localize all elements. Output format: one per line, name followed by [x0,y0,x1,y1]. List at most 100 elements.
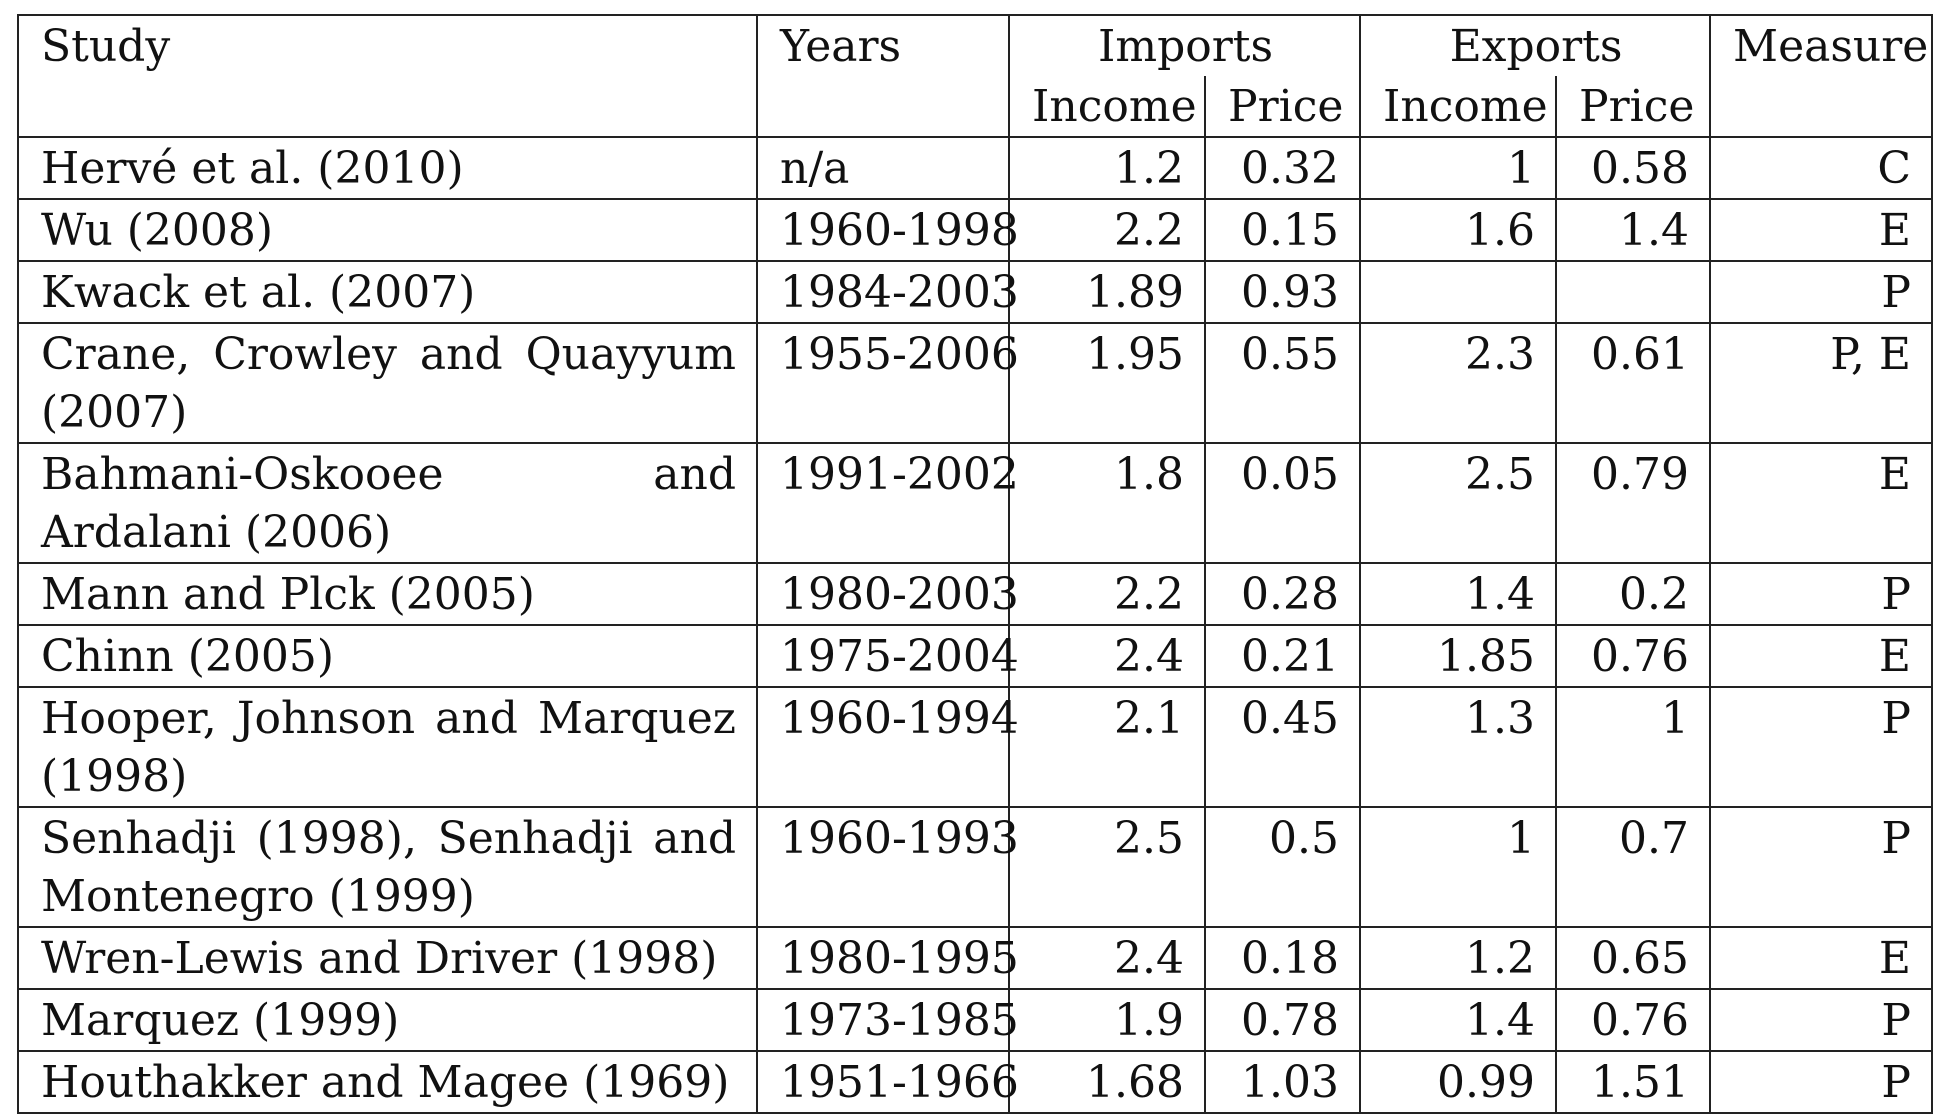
cell-years: 1960-1998 [756,198,1019,262]
cell-imports-income: 1.95 [1008,322,1206,444]
cell-imports-price: 0.05 [1204,442,1361,564]
cell-exports-income: 0.99 [1359,1050,1557,1114]
cell-exports-income: 1.3 [1359,686,1557,808]
cell-exports-income: 1.85 [1359,624,1557,688]
cell-measure: P [1709,260,1934,324]
cell-years: 1980-2003 [756,562,1019,626]
cell-measure: P [1709,686,1934,808]
table-row: Wren-Lewis and Driver (1998) 1980-1995 2… [17,926,1934,990]
cell-measure: P, E [1709,322,1934,444]
cell-exports-income [1359,260,1557,324]
cell-study: Senhadji (1998), Senhadji and Montenegro… [17,806,758,928]
cell-imports-income: 2.2 [1008,198,1206,262]
cell-study: Houthakker and Magee (1969) [17,1050,758,1114]
cell-exports-income: 1.4 [1359,988,1557,1052]
cell-years: 1980-1995 [756,926,1019,990]
cell-years: 1960-1994 [756,686,1019,808]
cell-study: Wren-Lewis and Driver (1998) [17,926,758,990]
table-row: Hervé et al. (2010) n/a 1.2 0.32 1 0.58 … [17,136,1934,200]
table-row: Hooper, Johnson and Marquez (1998) 1960-… [17,686,1934,808]
table-row: Chinn (2005) 1975-2004 2.4 0.21 1.85 0.7… [17,624,1934,688]
table-row: Senhadji (1998), Senhadji and Montenegro… [17,806,1934,928]
table-row: Kwack et al. (2007) 1984-2003 1.89 0.93 … [17,260,1934,324]
header-row-top: Study Years Imports Exports Measure [17,14,1934,138]
cell-imports-income: 2.4 [1008,624,1206,688]
cell-exports-price: 0.2 [1554,562,1712,626]
table-row: Wu (2008) 1960-1998 2.2 0.15 1.6 1.4 E [17,198,1934,262]
cell-imports-price: 0.18 [1204,926,1361,990]
cell-exports-income: 1.6 [1359,198,1557,262]
cell-measure: E [1709,926,1934,990]
cell-exports-price: 0.58 [1554,136,1712,200]
cell-years: 1955-2006 [756,322,1019,444]
cell-imports-income: 1.68 [1008,1050,1206,1114]
table-row: Marquez (1999) 1973-1985 1.9 0.78 1.4 0.… [17,988,1934,1052]
cell-measure: C [1709,136,1934,200]
header-row-sub: Income Price Income Price [18,76,1932,138]
cell-years: 1975-2004 [756,624,1019,688]
header-study: Study [17,14,758,138]
cell-imports-price: 1.03 [1204,1050,1361,1114]
cell-imports-income: 2.5 [1008,806,1206,928]
header-measure: Measure [1709,14,1934,138]
cell-imports-income: 2.4 [1008,926,1206,990]
cell-exports-price: 0.79 [1554,442,1712,564]
cell-exports-price: 0.7 [1554,806,1712,928]
cell-years: 1960-1993 [756,806,1019,928]
header-imports-income: Income [1008,76,1206,138]
cell-measure: E [1709,198,1934,262]
header-imports-price: Price [1204,76,1361,138]
cell-imports-price: 0.45 [1204,686,1361,808]
cell-exports-price: 1 [1554,686,1712,808]
cell-study: Chinn (2005) [17,624,758,688]
header-exports-income: Income [1359,76,1557,138]
cell-exports-price: 1.4 [1554,198,1712,262]
cell-years: n/a [756,136,1010,200]
cell-measure: P [1709,562,1934,626]
cell-imports-price: 0.21 [1204,624,1361,688]
cell-exports-price [1554,260,1712,324]
cell-measure: P [1709,988,1934,1052]
cell-study: Mann and Plck (2005) [17,562,758,626]
header-exports-price: Price [1554,76,1712,138]
cell-exports-income: 2.3 [1359,322,1557,444]
cell-years: 1973-1985 [756,988,1019,1052]
cell-study: Bahmani-Oskooee and Ardalani (2006) [17,442,758,564]
table-row: Crane, Crowley and Quayyum (2007) 1955-2… [17,322,1934,444]
cell-study: Hooper, Johnson and Marquez (1998) [17,686,758,808]
header-imports: Imports [1008,14,1361,76]
cell-imports-income: 1.8 [1008,442,1206,564]
cell-imports-price: 0.32 [1204,136,1361,200]
cell-exports-price: 0.65 [1554,926,1712,990]
cell-imports-income: 1.9 [1008,988,1206,1052]
table-row: Mann and Plck (2005) 1980-2003 2.2 0.28 … [17,562,1934,626]
cell-years: 1984-2003 [756,260,1019,324]
cell-years: 1991-2002 [756,442,1019,564]
table-row: Bahmani-Oskooee and Ardalani (2006) 1991… [17,442,1934,564]
cell-exports-price: 0.61 [1554,322,1712,444]
cell-exports-income: 1.2 [1359,926,1557,990]
cell-study: Marquez (1999) [17,988,758,1052]
table-row: Houthakker and Magee (1969) 1951-1966 1.… [17,1050,1934,1114]
cell-imports-income: 1.2 [1008,136,1206,200]
cell-imports-price: 0.5 [1204,806,1361,928]
cell-imports-price: 0.28 [1204,562,1361,626]
elasticity-table: Study Years Imports Exports Measure Inco… [17,14,1934,1114]
header-years: Years [756,14,1010,138]
cell-exports-income: 1 [1359,136,1557,200]
cell-study: Kwack et al. (2007) [17,260,758,324]
cell-imports-price: 0.93 [1204,260,1361,324]
cell-study: Wu (2008) [17,198,758,262]
cell-measure: E [1709,624,1934,688]
cell-exports-income: 1 [1359,806,1557,928]
cell-measure: P [1709,1050,1934,1114]
cell-study: Crane, Crowley and Quayyum (2007) [17,322,758,444]
cell-exports-income: 2.5 [1359,442,1557,564]
cell-imports-income: 1.89 [1008,260,1206,324]
cell-measure: E [1709,442,1934,564]
cell-exports-price: 1.51 [1554,1050,1712,1114]
cell-imports-price: 0.15 [1204,198,1361,262]
cell-years: 1951-1966 [756,1050,1019,1114]
elasticity-table-container: Study Years Imports Exports Measure Inco… [17,14,1934,1114]
cell-measure: P [1709,806,1934,928]
